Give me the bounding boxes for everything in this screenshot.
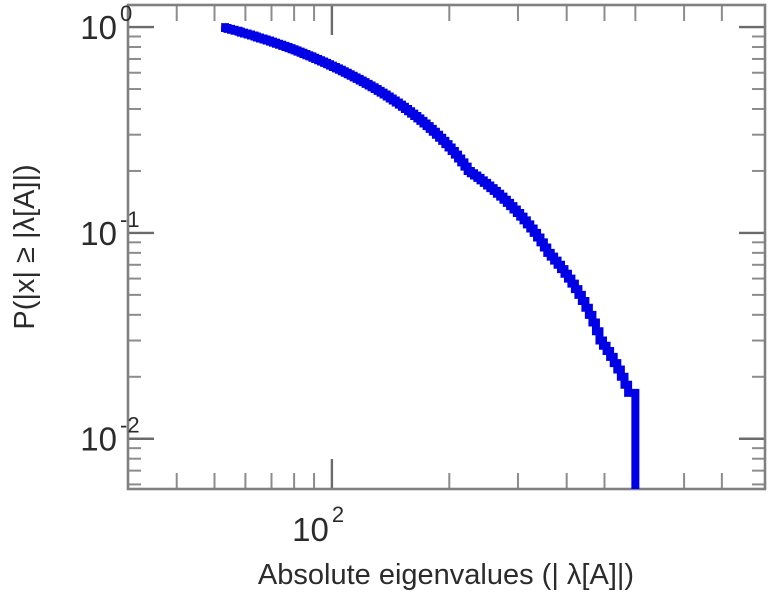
major-tick-marks — [128, 5, 765, 489]
y-tick-label-2: 10 — [80, 421, 117, 458]
plot-frame — [126, 3, 767, 491]
y-axis-title: P(|x| ≥ |λ[A]|) — [9, 164, 41, 329]
data-series-group — [221, 23, 640, 489]
x-axis-tick-labels: 10 2 — [292, 502, 344, 548]
y-tick-exponent-0: 0 — [120, 1, 132, 26]
x-tick-exponent-0: 2 — [332, 502, 344, 527]
y-tick-exponent-1: -1 — [120, 207, 140, 232]
y-tick-exponent-2: -2 — [120, 413, 140, 438]
y-tick-label-1: 10 — [80, 215, 117, 252]
y-tick-label-0: 10 — [80, 9, 117, 46]
ccdf-curve — [221, 23, 640, 489]
x-axis-title: Absolute eigenvalues (| λ[A]|) — [258, 559, 634, 591]
minor-tick-marks — [127, 5, 765, 489]
x-tick-label-0: 10 — [292, 511, 329, 548]
